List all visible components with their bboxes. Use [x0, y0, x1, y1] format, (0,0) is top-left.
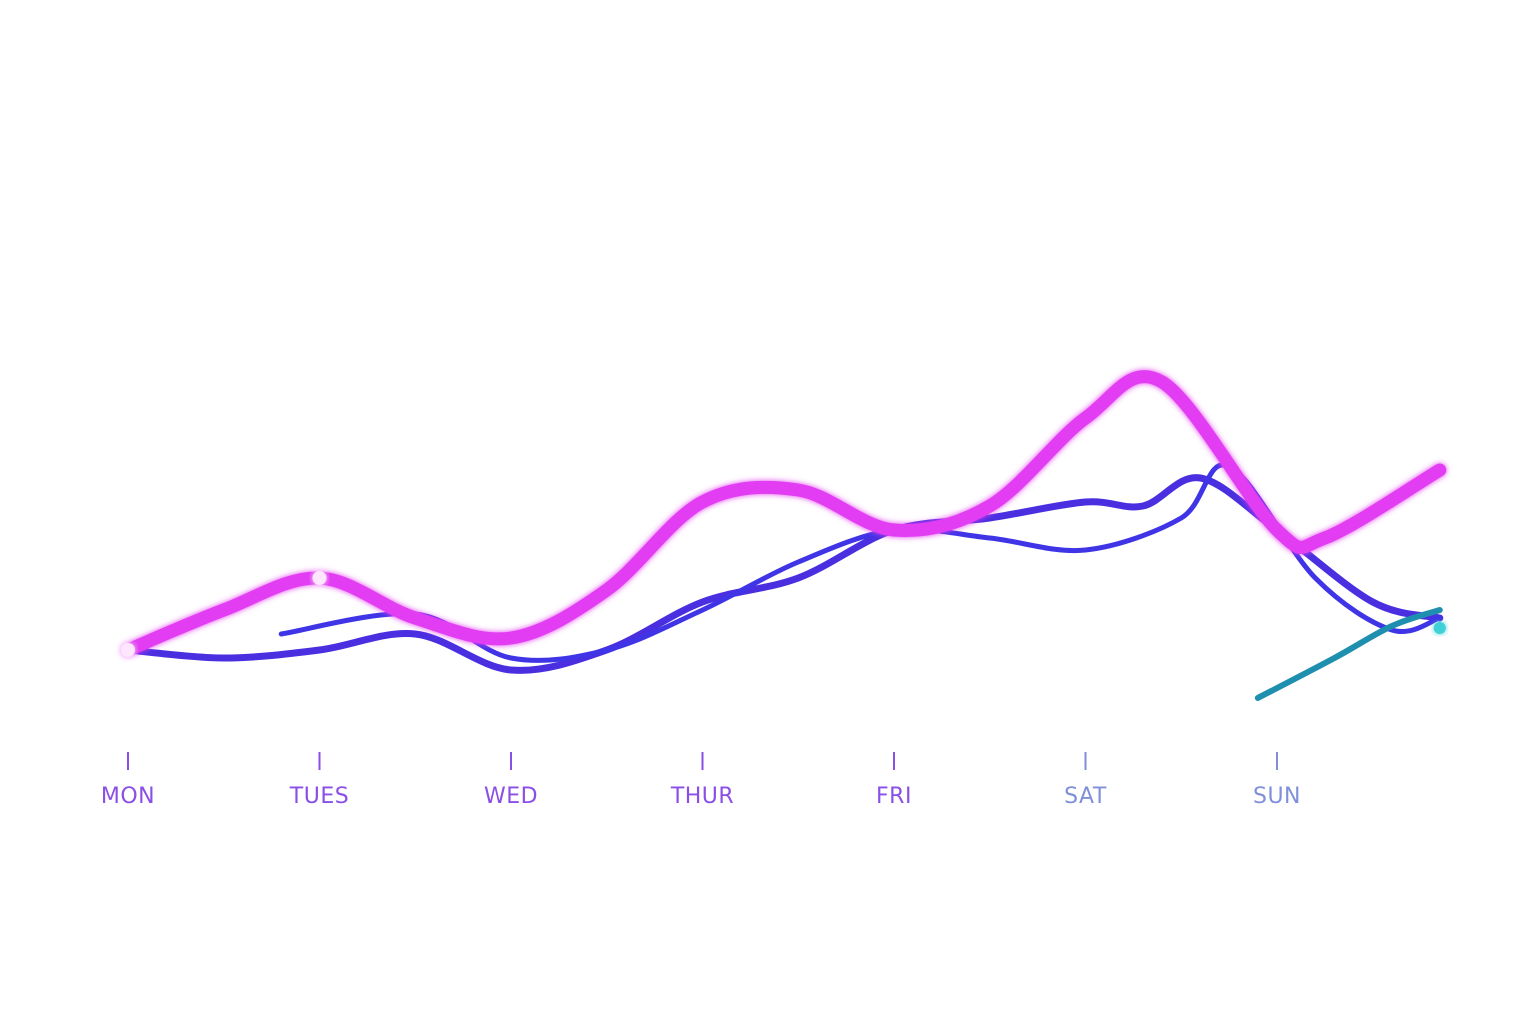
x-tick-label-sun: SUN [1253, 784, 1301, 809]
x-tick-label-thur: THUR [670, 784, 734, 809]
series-1-highlight-point-2 [312, 571, 327, 585]
series-line-1 [121, 370, 1447, 657]
x-tick-label-tues: TUES [289, 784, 349, 809]
x-tick-label-fri: FRI [876, 784, 912, 809]
series-1-highlight-point-1 [121, 643, 135, 657]
x-tick-label-mon: MON [101, 784, 155, 809]
x-tick-label-sat: SAT [1064, 784, 1107, 809]
series-line-4 [1254, 607, 1443, 701]
x-tick-label-wed: WED [484, 784, 538, 809]
series-line-2 [124, 474, 1444, 674]
series-4-end-point [1433, 622, 1446, 634]
x-axis-ticks: MON TUES WED THUR FRI SAT SUN [101, 752, 1301, 809]
series-layer [121, 370, 1447, 701]
